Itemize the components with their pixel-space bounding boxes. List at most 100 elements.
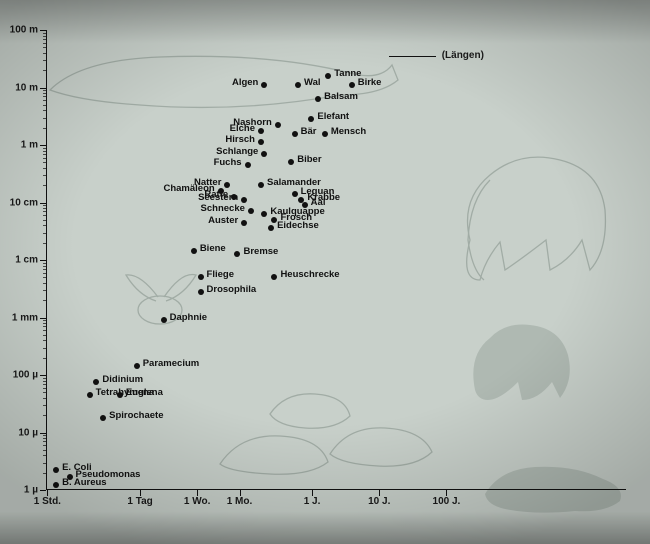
data-point: Salamander [258, 182, 264, 188]
y-tick-minor [43, 175, 46, 176]
data-point-label: Fliege [207, 269, 234, 280]
y-tick-minor [43, 269, 46, 270]
y-tick-minor [43, 70, 46, 71]
data-point: Leguan [292, 191, 298, 197]
y-tick-minor [43, 435, 46, 436]
y-tick-minor [43, 128, 46, 129]
data-point-label: Drosophila [207, 284, 257, 295]
y-tick-minor [43, 348, 46, 349]
data-point: Biber [288, 159, 294, 165]
data-point: Seestern [241, 197, 247, 203]
data-point: Bär [292, 131, 298, 137]
y-tick-minor [43, 381, 46, 382]
y-tick-label: 1 cm [15, 255, 38, 266]
y-tick-minor [43, 358, 46, 359]
y-tick [40, 318, 46, 319]
y-tick [40, 30, 46, 31]
data-point-label: Paramecium [143, 358, 200, 369]
y-tick-minor [43, 162, 46, 163]
y-tick-minor [43, 438, 46, 439]
y-tick-minor [43, 463, 46, 464]
y-tick-minor [43, 335, 46, 336]
y-tick [40, 433, 46, 434]
y-tick-minor [43, 277, 46, 278]
y-tick-minor [43, 205, 46, 206]
y-tick-minor [43, 151, 46, 152]
data-point: Eidechse [268, 225, 274, 231]
y-tick-minor [43, 266, 46, 267]
y-tick [40, 203, 46, 204]
data-point: Ratte [231, 194, 237, 200]
scatter-plot: 100 m10 m1 m10 cm1 cm1 mm100 µ10 µ1 µ1 S… [46, 30, 476, 490]
y-tick-minor [43, 96, 46, 97]
y-tick-minor [43, 211, 46, 212]
data-point-label: Auster [208, 215, 238, 226]
data-point: B. Aureus [53, 482, 59, 488]
y-tick-minor [43, 263, 46, 264]
x-tick-label: 100 J. [433, 496, 461, 507]
data-point: Algen [261, 82, 267, 88]
y-tick-minor [43, 243, 46, 244]
legend-label: (Längen) [442, 50, 484, 61]
data-point: Aal [302, 202, 308, 208]
y-tick-minor [43, 340, 46, 341]
y-tick-minor [43, 233, 46, 234]
y-tick-minor [43, 445, 46, 446]
y-tick [40, 88, 46, 89]
y-tick-label: 1 µ [24, 485, 38, 496]
y-tick-minor [43, 118, 46, 119]
y-tick-minor [43, 326, 46, 327]
data-point: Kaulquappe [261, 211, 267, 217]
y-tick-minor [43, 158, 46, 159]
x-tick-label: 1 Std. [34, 496, 61, 507]
y-tick-minor [43, 168, 46, 169]
y-tick-label: 100 µ [13, 370, 38, 381]
data-point: Natter [224, 182, 230, 188]
data-point: Schnecke [248, 208, 254, 214]
y-tick-label: 1 mm [12, 312, 38, 323]
y-axis [46, 30, 47, 490]
data-point-label: Birke [358, 77, 382, 88]
data-point-label: Daphnie [170, 312, 207, 323]
data-point-label: Algen [232, 77, 258, 88]
y-tick-minor [43, 473, 46, 474]
y-tick-minor [43, 455, 46, 456]
data-point: Daphnie [161, 317, 167, 323]
data-point: Birke [349, 82, 355, 88]
data-point: Auster [241, 220, 247, 226]
y-tick-minor [43, 290, 46, 291]
y-tick-label: 10 µ [18, 427, 38, 438]
data-point-label: Biene [200, 243, 226, 254]
data-point-label: Biber [297, 154, 321, 165]
x-tick-label: 1 Mo. [227, 496, 253, 507]
data-point-label: B. Aureus [62, 477, 107, 488]
y-tick-minor [43, 300, 46, 301]
y-tick-minor [43, 283, 46, 284]
y-tick-label: 1 m [21, 140, 38, 151]
data-point-label: Schnecke [201, 203, 245, 214]
data-point: Nashorn [275, 122, 281, 128]
data-point: Mensch [322, 131, 328, 137]
y-tick-minor [43, 110, 46, 111]
x-tick-label: 1 Wo. [184, 496, 210, 507]
y-tick-minor [43, 90, 46, 91]
y-tick-minor [43, 105, 46, 106]
y-tick-minor [43, 405, 46, 406]
x-tick-label: 1 J. [304, 496, 321, 507]
y-tick-minor [43, 215, 46, 216]
data-point: Bremse [234, 251, 240, 257]
y-tick-minor [43, 273, 46, 274]
y-tick-label: 100 m [10, 25, 38, 36]
data-point-label: Wal [304, 77, 321, 88]
data-point-label: Aal [311, 197, 326, 208]
data-point-label: Didinium [102, 374, 143, 385]
y-tick-label: 10 m [15, 82, 38, 93]
y-tick [40, 490, 46, 491]
data-point: Paramecium [134, 363, 140, 369]
y-tick-minor [43, 43, 46, 44]
data-point: Chamäleon [218, 188, 224, 194]
data-point: Didinium [93, 379, 99, 385]
y-tick-minor [43, 398, 46, 399]
y-tick-minor [43, 93, 46, 94]
y-tick-minor [43, 441, 46, 442]
